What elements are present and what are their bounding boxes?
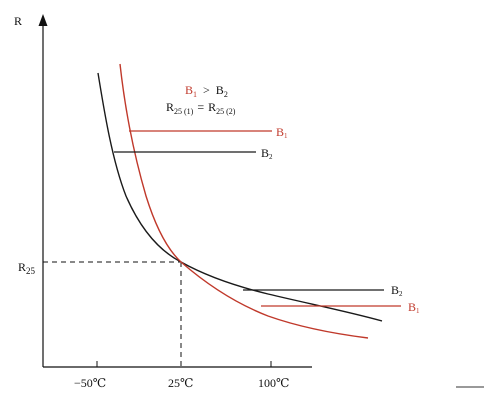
label-b1-upper: B1: [276, 125, 288, 140]
x-tick-label-minus50: −50℃: [74, 376, 106, 390]
condition-eq: =: [197, 100, 204, 114]
condition-gt: >: [203, 83, 210, 97]
curve-b1: [119, 63, 369, 339]
y-tick-r25-main: R: [18, 260, 26, 274]
condition-b2: B: [216, 83, 224, 97]
condition-r-relation: R25 (1) = R25 (2): [166, 100, 236, 116]
condition-b1: B: [185, 83, 193, 97]
condition-r-right-sub: 25 (2): [216, 107, 236, 116]
y-tick-r25-sub: 25: [26, 266, 36, 276]
curve-b2: [97, 72, 383, 322]
y-axis-label: R: [14, 14, 22, 28]
y-tick-r25: R25: [18, 260, 36, 276]
label-b2-upper: B2: [261, 146, 273, 161]
label-b2-lower: B2: [391, 283, 403, 298]
condition-b2-sub: 2: [224, 90, 228, 99]
y-axis-arrow: [38, 14, 48, 26]
condition-b-relation: B1 > B2: [185, 83, 228, 99]
condition-r-left: R: [166, 100, 174, 114]
condition-b1-sub: 1: [193, 90, 197, 99]
x-tick-label-100: 100℃: [258, 376, 289, 390]
x-tick-label-25: 25℃: [168, 376, 193, 390]
condition-r-right: R: [208, 100, 216, 114]
condition-r-left-sub: 25 (1): [174, 107, 194, 116]
label-b1-lower: B1: [408, 300, 420, 315]
